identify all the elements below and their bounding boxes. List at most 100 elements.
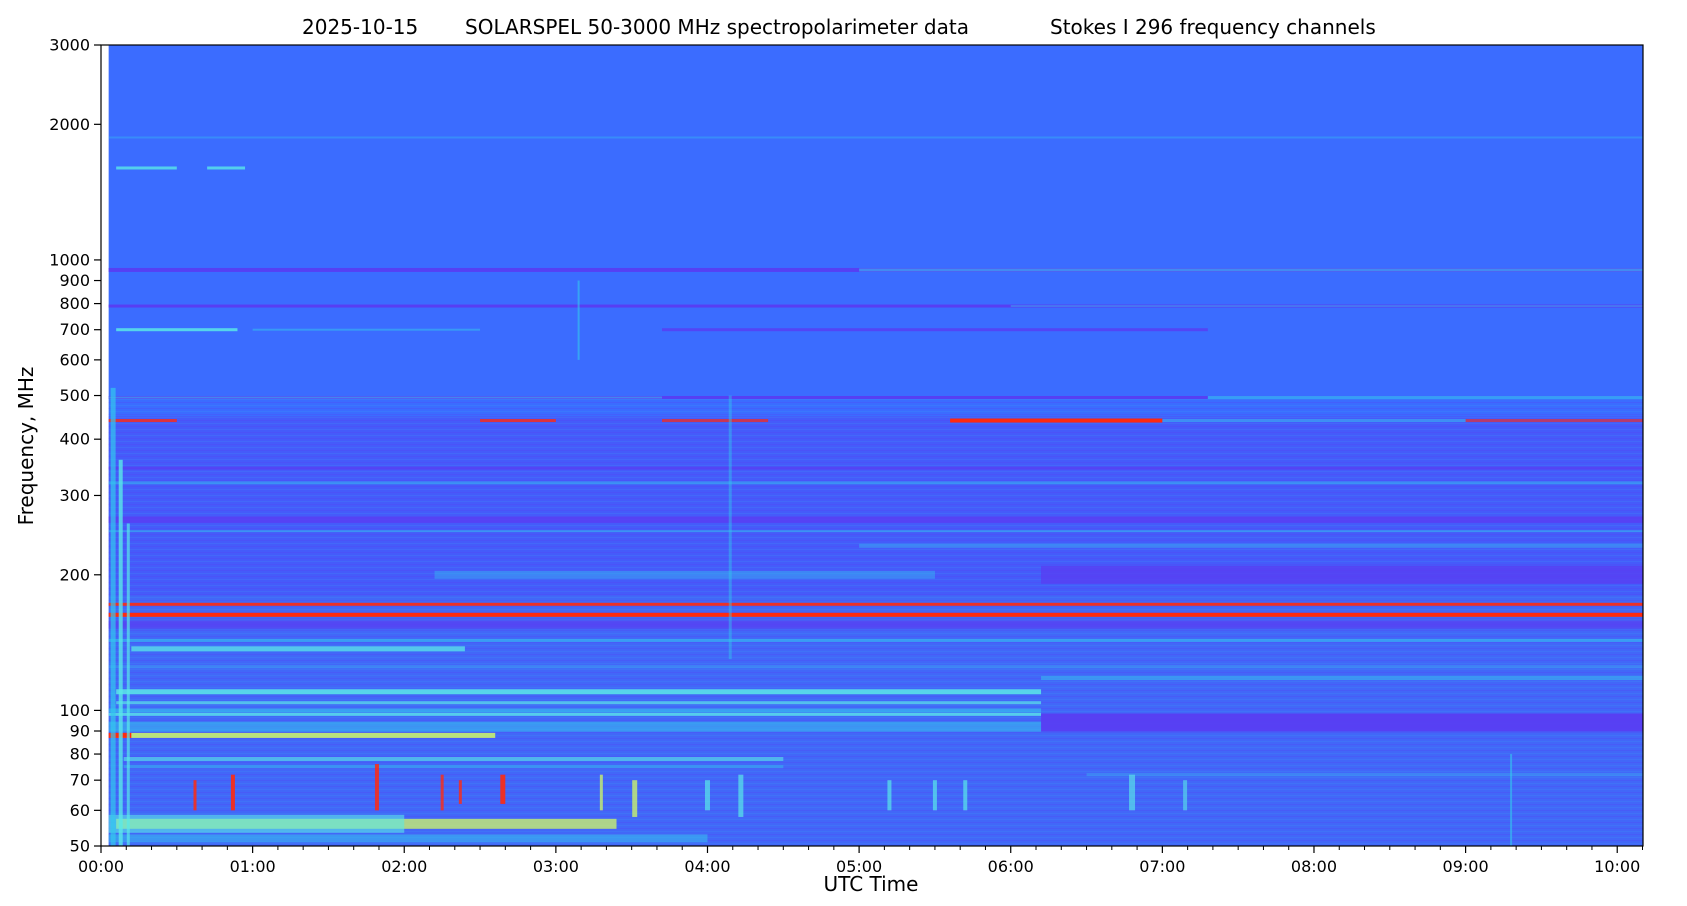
y-tick-label: 400 (59, 430, 90, 449)
band-790mhz (108, 304, 1643, 308)
band-440mhz (1162, 419, 1466, 423)
burst-feature (932, 780, 937, 811)
y-axis-label: Frequency, MHz (14, 367, 38, 526)
burst-feature (1183, 780, 1188, 811)
y-tick-label: 800 (59, 294, 90, 313)
y-tick-label: 300 (59, 486, 90, 505)
y-tick-label: 50 (70, 837, 90, 856)
burst-feature (374, 764, 379, 811)
band-320mhz (108, 481, 1643, 485)
title-instrument: SOLARSPEL 50-3000 MHz spectropolarimeter… (465, 15, 969, 39)
band-78mhz (123, 757, 784, 762)
y-axis: 3000 2000 1000 900 800 700 600 500 400 300 200 100 9… (49, 36, 101, 856)
band-265mhz (108, 516, 1643, 523)
x-tick-label: 08:00 (1291, 857, 1337, 876)
y-tick-label: 3000 (49, 36, 90, 55)
band-52mhz (108, 834, 708, 843)
y-tick-label: 90 (70, 722, 90, 741)
y-tick-label: 200 (59, 565, 90, 584)
burst-feature (126, 523, 130, 846)
plot-frame (100, 44, 1644, 847)
y-tick-label: 70 (70, 771, 90, 790)
band-200mhz (1041, 565, 1643, 584)
x-tick-label: 01:00 (230, 857, 276, 876)
band-232mhz (859, 543, 1643, 548)
band-495mhz (1207, 395, 1643, 399)
y-tick-label: 60 (70, 801, 90, 820)
band-495mhz (108, 396, 663, 399)
band-1870mhz (108, 136, 1643, 139)
burst-feature (440, 774, 444, 811)
plot-area (100, 44, 1644, 847)
burst-feature (1510, 754, 1513, 846)
x-tick-label: 10:00 (1594, 857, 1640, 876)
band-1600mhz (207, 166, 246, 170)
y-tick-label: 500 (59, 386, 90, 405)
spectral-bands (108, 136, 1643, 843)
band-345mhz (108, 466, 1643, 470)
band-92mhz (108, 721, 1042, 732)
y-tick-label: 700 (59, 320, 90, 339)
burst-feature (1129, 774, 1136, 811)
burst-feature (230, 774, 235, 811)
band-1600mhz (116, 166, 177, 170)
y-tick-label: 900 (59, 271, 90, 290)
band-200mhz (434, 570, 935, 579)
chart-title: 2025-10-15 SOLARSPEL 50-3000 MHz spectro… (302, 15, 1376, 39)
x-tick-label: 04:00 (684, 857, 730, 876)
band-125mhz (108, 665, 1643, 669)
burst-feature (458, 780, 462, 804)
x-axis: 00:00 01:00 02:00 03:00 04:00 05:00 06:00 07:00… (78, 846, 1643, 876)
y-tick-label: 2000 (49, 115, 90, 134)
burst-feature (577, 280, 580, 360)
band-88mhz (116, 732, 496, 738)
x-tick-label: 05:00 (836, 857, 882, 876)
band-143mhz (108, 638, 1643, 642)
band-440mhz (950, 418, 1163, 423)
band-700mhz (662, 328, 1208, 332)
band-110mhz (116, 689, 1042, 695)
y-tick-label: 1000 (49, 250, 90, 269)
band-118mhz (1041, 676, 1643, 681)
x-tick-label: 07:00 (1139, 857, 1185, 876)
band-100mhz (108, 708, 1042, 713)
y-tick-label: 100 (59, 701, 90, 720)
band-250mhz (108, 530, 1643, 533)
band-700mhz (252, 328, 481, 331)
band-440mhz (1465, 419, 1643, 423)
burst-feature (704, 780, 710, 811)
band-172mhz (108, 602, 1643, 606)
band-790mhz (1010, 305, 1643, 308)
x-tick-label: 00:00 (78, 857, 124, 876)
band-163mhz (108, 612, 1643, 617)
band-700mhz (116, 328, 238, 332)
burst-feature (500, 774, 506, 804)
band-72mhz (1086, 773, 1643, 777)
x-tick-label: 06:00 (988, 857, 1034, 876)
burst-feature (728, 395, 732, 660)
x-tick-label: 09:00 (1443, 857, 1489, 876)
band-950mhz (859, 268, 1643, 272)
burst-feature (118, 459, 123, 846)
burst-features (110, 280, 1513, 846)
burst-feature (599, 774, 603, 811)
title-stokes: Stokes I 296 frequency channels (1050, 15, 1376, 39)
band-104mhz (116, 701, 1042, 705)
band-94mhz (1041, 713, 1643, 732)
band-440mhz (108, 419, 177, 423)
x-tick-label: 02:00 (381, 857, 427, 876)
band-98mhz (108, 712, 1042, 716)
title-date: 2025-10-15 (302, 15, 418, 39)
burst-feature (738, 774, 744, 817)
x-tick-label: 03:00 (533, 857, 579, 876)
y-tick-label: 80 (70, 745, 90, 764)
burst-feature (887, 780, 892, 811)
burst-feature (193, 780, 197, 811)
band-137mhz (131, 646, 465, 652)
band-56mhz (108, 814, 405, 833)
band-440mhz (662, 419, 769, 423)
band-155mhz (108, 620, 1643, 629)
band-75mhz (123, 765, 784, 769)
y-tick-label: 600 (59, 350, 90, 369)
